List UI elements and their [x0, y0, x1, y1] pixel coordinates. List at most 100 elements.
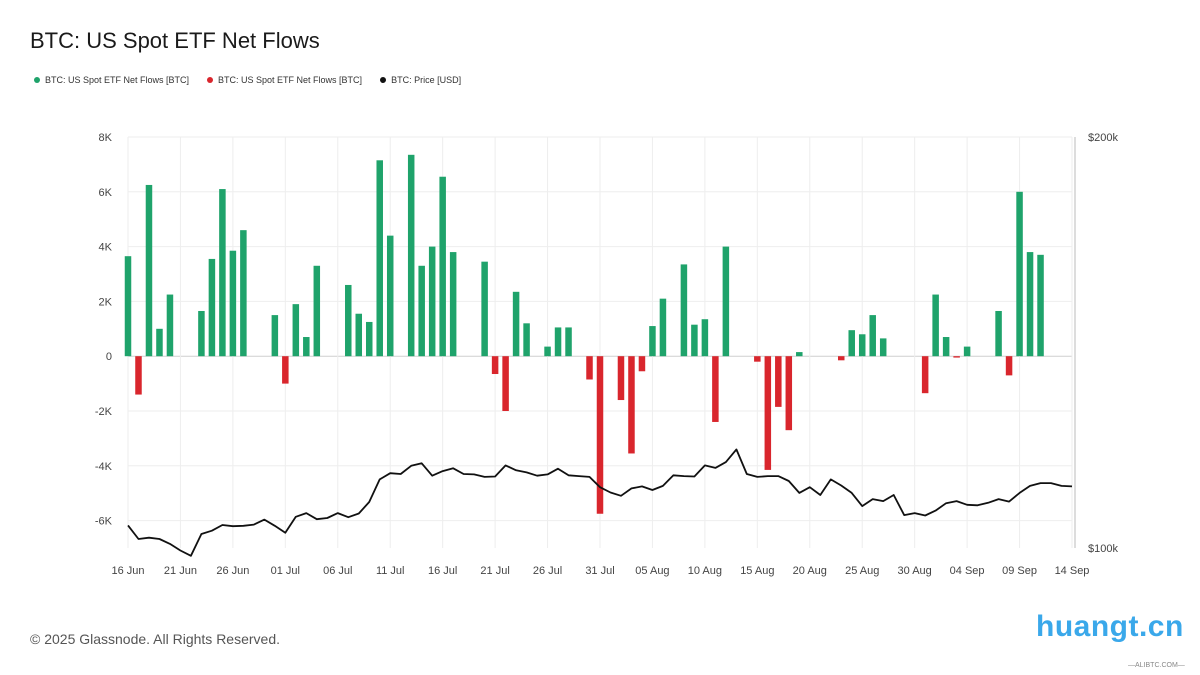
x-tick-label: 09 Sep: [1002, 565, 1037, 577]
inflow-bar[interactable]: [355, 313, 363, 357]
inflow-bar[interactable]: [848, 330, 855, 357]
y-tick-label: 4K: [99, 242, 113, 254]
outflow-bar[interactable]: [1005, 356, 1013, 376]
outflow-bar[interactable]: [617, 356, 625, 401]
y2-tick-label: $100k: [1088, 543, 1118, 555]
legend-outflows-label: BTC: US Spot ETF Net Flows [BTC]: [218, 75, 363, 85]
outflow-bar[interactable]: [953, 356, 960, 358]
flow-bars: [124, 154, 1044, 514]
outflow-bar[interactable]: [135, 356, 142, 395]
x-tick-label: 14 Sep: [1055, 565, 1090, 577]
inflow-bar[interactable]: [1016, 191, 1023, 357]
inflow-bar[interactable]: [449, 252, 457, 357]
inflow-bar[interactable]: [407, 154, 415, 357]
inflow-bar[interactable]: [365, 321, 373, 357]
inflow-bar[interactable]: [691, 324, 698, 357]
inflow-bar[interactable]: [439, 176, 446, 357]
x-tick-label: 16 Jun: [111, 565, 144, 577]
x-tick-label: 05 Aug: [635, 565, 669, 577]
inflow-bar[interactable]: [932, 294, 939, 357]
x-tick-label: 21 Jun: [164, 565, 197, 577]
inflow-bar[interactable]: [879, 338, 887, 357]
copyright-footer: © 2025 Glassnode. All Rights Reserved.: [30, 631, 281, 647]
inflow-bar[interactable]: [386, 235, 394, 357]
outflow-bar[interactable]: [638, 356, 646, 372]
x-tick-label: 30 Aug: [898, 565, 932, 577]
inflow-bar[interactable]: [565, 327, 572, 357]
inflow-bar[interactable]: [376, 160, 383, 357]
inflow-bar[interactable]: [313, 265, 321, 357]
inflow-bar[interactable]: [701, 319, 709, 357]
inflow-bar[interactable]: [942, 337, 950, 357]
inflow-bar[interactable]: [963, 346, 971, 357]
inflow-bar[interactable]: [198, 310, 205, 357]
outflow-bar[interactable]: [502, 356, 509, 411]
inflow-bar[interactable]: [481, 261, 488, 357]
inflow-bar[interactable]: [796, 352, 803, 357]
inflow-bar[interactable]: [345, 284, 352, 357]
outflow-bar[interactable]: [282, 356, 289, 384]
legend-outflow-dot-icon: [207, 77, 214, 83]
inflow-bar[interactable]: [680, 264, 688, 357]
inflow-bar[interactable]: [1026, 252, 1034, 357]
inflow-bar[interactable]: [858, 334, 866, 357]
inflow-bar[interactable]: [544, 346, 551, 357]
x-tick-label: 31 Jul: [585, 565, 614, 577]
legend-item-inflows[interactable]: BTC: US Spot ETF Net Flows [BTC]: [34, 75, 189, 85]
legend: BTC: US Spot ETF Net Flows [BTC] BTC: US…: [34, 75, 461, 85]
inflow-bar[interactable]: [303, 337, 310, 357]
outflow-bar[interactable]: [921, 356, 929, 394]
outflow-bar[interactable]: [596, 356, 604, 514]
price-line-group: [127, 448, 1073, 557]
x-tick-label: 26 Jul: [533, 565, 562, 577]
inflow-bar[interactable]: [995, 310, 1002, 357]
inflow-bar[interactable]: [156, 328, 163, 357]
outflow-bar[interactable]: [764, 356, 772, 470]
outflow-bar[interactable]: [754, 356, 761, 362]
chart-title: BTC: US Spot ETF Net Flows: [30, 28, 320, 53]
x-tick-label: 04 Sep: [950, 565, 985, 577]
inflow-bar[interactable]: [722, 246, 730, 357]
x-tick-label: 21 Jul: [480, 565, 509, 577]
outflow-bar[interactable]: [712, 356, 719, 422]
y-tick-label: 8K: [99, 132, 113, 144]
inflow-bar[interactable]: [649, 326, 656, 357]
x-tick-label: 20 Aug: [793, 565, 827, 577]
x-tick-label: 06 Jul: [323, 565, 352, 577]
inflow-bar[interactable]: [869, 315, 876, 357]
inflow-bar[interactable]: [292, 304, 300, 357]
inflow-bar[interactable]: [1037, 254, 1044, 357]
outflow-bar[interactable]: [837, 356, 845, 361]
inflow-bar[interactable]: [523, 323, 530, 357]
inflow-bar[interactable]: [271, 315, 279, 357]
inflow-bar[interactable]: [418, 265, 425, 357]
outflow-bar[interactable]: [628, 356, 635, 454]
legend-price-dot-icon: [380, 77, 387, 83]
inflow-bar[interactable]: [512, 291, 520, 357]
inflow-bar[interactable]: [554, 327, 562, 357]
legend-item-price[interactable]: BTC: Price [USD]: [380, 75, 461, 85]
inflow-bar[interactable]: [208, 258, 216, 357]
inflow-bar[interactable]: [229, 250, 237, 357]
x-tick-label: 16 Jul: [428, 565, 457, 577]
inflow-bar[interactable]: [145, 184, 153, 357]
inflow-bar[interactable]: [219, 189, 226, 357]
inflow-bar[interactable]: [166, 294, 174, 357]
legend-item-outflows[interactable]: BTC: US Spot ETF Net Flows [BTC]: [207, 75, 362, 85]
axes: 8K 6K 4K 2K 0 -2K -4K -6K 16 Jun 21 Jun 26 Jun 01 J…: [95, 132, 1119, 577]
watermark-logo: huangt.cn: [1036, 610, 1184, 643]
inflow-bar[interactable]: [240, 230, 247, 357]
inflow-bar[interactable]: [659, 298, 667, 357]
inflow-bar[interactable]: [428, 246, 436, 357]
x-tick-label: 01 Jul: [271, 565, 300, 577]
x-tick-label: 10 Aug: [688, 565, 722, 577]
outflow-bar[interactable]: [775, 356, 782, 407]
y-tick-label: -4K: [95, 461, 113, 473]
outflow-bar[interactable]: [785, 356, 793, 431]
y-tick-label: -2K: [95, 406, 113, 418]
outflow-bar[interactable]: [491, 356, 499, 375]
outflow-bar[interactable]: [586, 356, 593, 380]
price-line[interactable]: [127, 448, 1073, 557]
inflow-bar[interactable]: [124, 256, 132, 357]
